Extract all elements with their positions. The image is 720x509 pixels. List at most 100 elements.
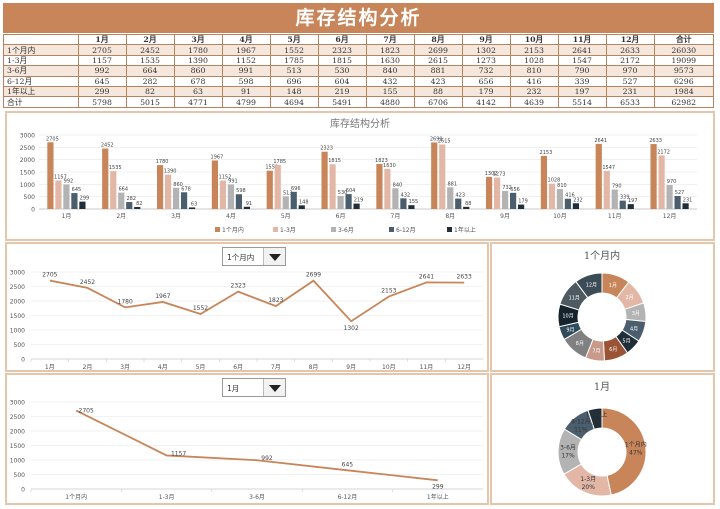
bar bbox=[517, 204, 525, 209]
table-cell: 148 bbox=[269, 85, 319, 98]
column-header: 1月 bbox=[77, 33, 127, 46]
chevron-down-icon[interactable] bbox=[263, 248, 285, 265]
table-cell: 19099 bbox=[653, 54, 715, 67]
age-line-panel: 0 500 1000 1500 2000 2500 3000 1个月内 1-3月 3-6月 6-12… bbox=[5, 373, 489, 505]
bar bbox=[400, 198, 407, 209]
x-tick-label: 9月 bbox=[500, 213, 510, 220]
x-tick-label: 6-12月 bbox=[338, 494, 358, 501]
table-cell: 1157 bbox=[77, 54, 127, 67]
y-tick-label: 3000 bbox=[10, 400, 25, 407]
x-tick-label: 10月 bbox=[553, 213, 567, 220]
table-cell: 4771 bbox=[173, 96, 223, 108]
data-label: 598 bbox=[236, 188, 246, 194]
slice-label: 3月 bbox=[632, 311, 640, 317]
bar bbox=[266, 170, 273, 209]
x-tick-label: 5月 bbox=[196, 364, 206, 370]
bar bbox=[509, 192, 517, 209]
bar bbox=[63, 184, 70, 209]
bar bbox=[188, 207, 196, 209]
pie-slice bbox=[601, 407, 647, 496]
line-chart-by-month: 0 500 1000 1500 2000 2500 3000 1月 2月 3月 4月 5月 6月 7月 8月… bbox=[10, 270, 483, 371]
legend-swatch bbox=[273, 227, 278, 232]
legend-label: 1年以上 bbox=[454, 226, 476, 234]
slice-label: 6月 bbox=[609, 347, 617, 353]
table-cell: 4694 bbox=[269, 96, 319, 108]
column-header: 3月 bbox=[173, 33, 223, 46]
data-label: 1547 bbox=[602, 165, 615, 171]
data-label: 155 bbox=[409, 199, 419, 205]
data-label: 513 bbox=[283, 190, 293, 196]
data-label: 527 bbox=[675, 190, 685, 196]
table-cell: 5798 bbox=[77, 96, 127, 108]
bar bbox=[298, 205, 305, 209]
slice-label: 1个月内 bbox=[625, 440, 647, 448]
data-label: 1815 bbox=[328, 158, 341, 164]
y-tick-label: 500 bbox=[24, 194, 36, 201]
table-cell: 2153 bbox=[509, 44, 559, 56]
table-cell: 678 bbox=[173, 75, 223, 87]
table-row: 1年以上 299 82 63 91 148 219 155 88 179 232 197 231 1984 bbox=[3, 85, 715, 98]
data-label: 2615 bbox=[438, 138, 451, 144]
legend-swatch bbox=[389, 227, 394, 232]
bar bbox=[55, 180, 62, 209]
bar bbox=[321, 151, 328, 209]
age-selector-dropdown[interactable]: 1个月内 bbox=[222, 247, 286, 266]
data-label: 1535 bbox=[109, 165, 122, 171]
column-header: 6月 bbox=[317, 33, 367, 46]
table-cell: 513 bbox=[269, 65, 319, 77]
x-tick-label: 9月 bbox=[346, 364, 356, 370]
table-cell: 4639 bbox=[509, 96, 559, 108]
table-cell: 232 bbox=[509, 85, 559, 98]
table-cell: 1273 bbox=[461, 54, 511, 67]
chart-title: 1个月内 bbox=[584, 249, 620, 262]
data-label: 970 bbox=[667, 179, 677, 185]
data-label: 63 bbox=[191, 201, 197, 207]
month-pie-panel: 1月 1个月内 47% 1-3月 20% 3-6月 17% 6-12月 11% 1年以上 5% bbox=[490, 373, 715, 505]
data-label: 881 bbox=[447, 181, 457, 187]
table-cell: 5491 bbox=[317, 96, 367, 108]
y-tick-label: 3000 bbox=[20, 133, 35, 140]
x-tick-label: 12月 bbox=[663, 213, 677, 220]
bar bbox=[540, 155, 548, 209]
chevron-down-icon[interactable] bbox=[263, 379, 285, 396]
data-label: 2153 bbox=[540, 150, 553, 156]
table-cell: 1823 bbox=[365, 44, 415, 56]
y-tick-label: 500 bbox=[14, 472, 26, 479]
slice-label: 7月 bbox=[592, 349, 600, 355]
table-cell: 416 bbox=[509, 75, 559, 87]
x-tick-label: 11月 bbox=[608, 213, 622, 220]
data-label: 1152 bbox=[219, 175, 232, 181]
x-tick-label: 2月 bbox=[116, 213, 126, 220]
column-header: 合计 bbox=[653, 33, 715, 46]
bar bbox=[455, 198, 462, 209]
data-label: 423 bbox=[455, 193, 465, 199]
x-tick-label: 3月 bbox=[120, 364, 130, 370]
x-tick-label: 3-6月 bbox=[249, 494, 265, 501]
data-label: 232 bbox=[573, 197, 583, 203]
pie-slice bbox=[575, 272, 603, 299]
y-tick-label: 0 bbox=[21, 357, 25, 364]
table-cell: 231 bbox=[605, 85, 655, 98]
x-tick-label: 1年以上 bbox=[427, 493, 449, 501]
bar bbox=[211, 160, 219, 209]
x-tick-label: 5月 bbox=[281, 213, 291, 220]
bar bbox=[345, 194, 352, 209]
y-tick-label: 2500 bbox=[20, 145, 35, 152]
data-label: 2452 bbox=[101, 143, 114, 149]
month-selector-dropdown[interactable]: 1月 bbox=[222, 378, 286, 397]
data-label: 1785 bbox=[273, 159, 286, 165]
table-cell: 732 bbox=[461, 65, 511, 77]
pie-slice bbox=[587, 407, 603, 430]
data-label: 1302 bbox=[344, 325, 359, 332]
bar bbox=[329, 164, 336, 209]
data-label: 88 bbox=[465, 201, 471, 207]
slice-label: 11月 bbox=[569, 295, 580, 301]
data-label: 1967 bbox=[155, 293, 170, 300]
table-row: 合计 5798 5015 4771 4799 4694 5491 4880 6706 4142 46… bbox=[3, 96, 715, 108]
table-cell: 1028 bbox=[509, 54, 559, 67]
table-body: 1个月内 2705 2452 1780 1967 1552 2323 1823 2699 1302… bbox=[3, 44, 715, 108]
y-tick-label: 1500 bbox=[20, 170, 35, 177]
month-selector-value: 1月 bbox=[227, 384, 240, 393]
bar bbox=[274, 164, 281, 209]
table-cell: 219 bbox=[317, 85, 367, 98]
